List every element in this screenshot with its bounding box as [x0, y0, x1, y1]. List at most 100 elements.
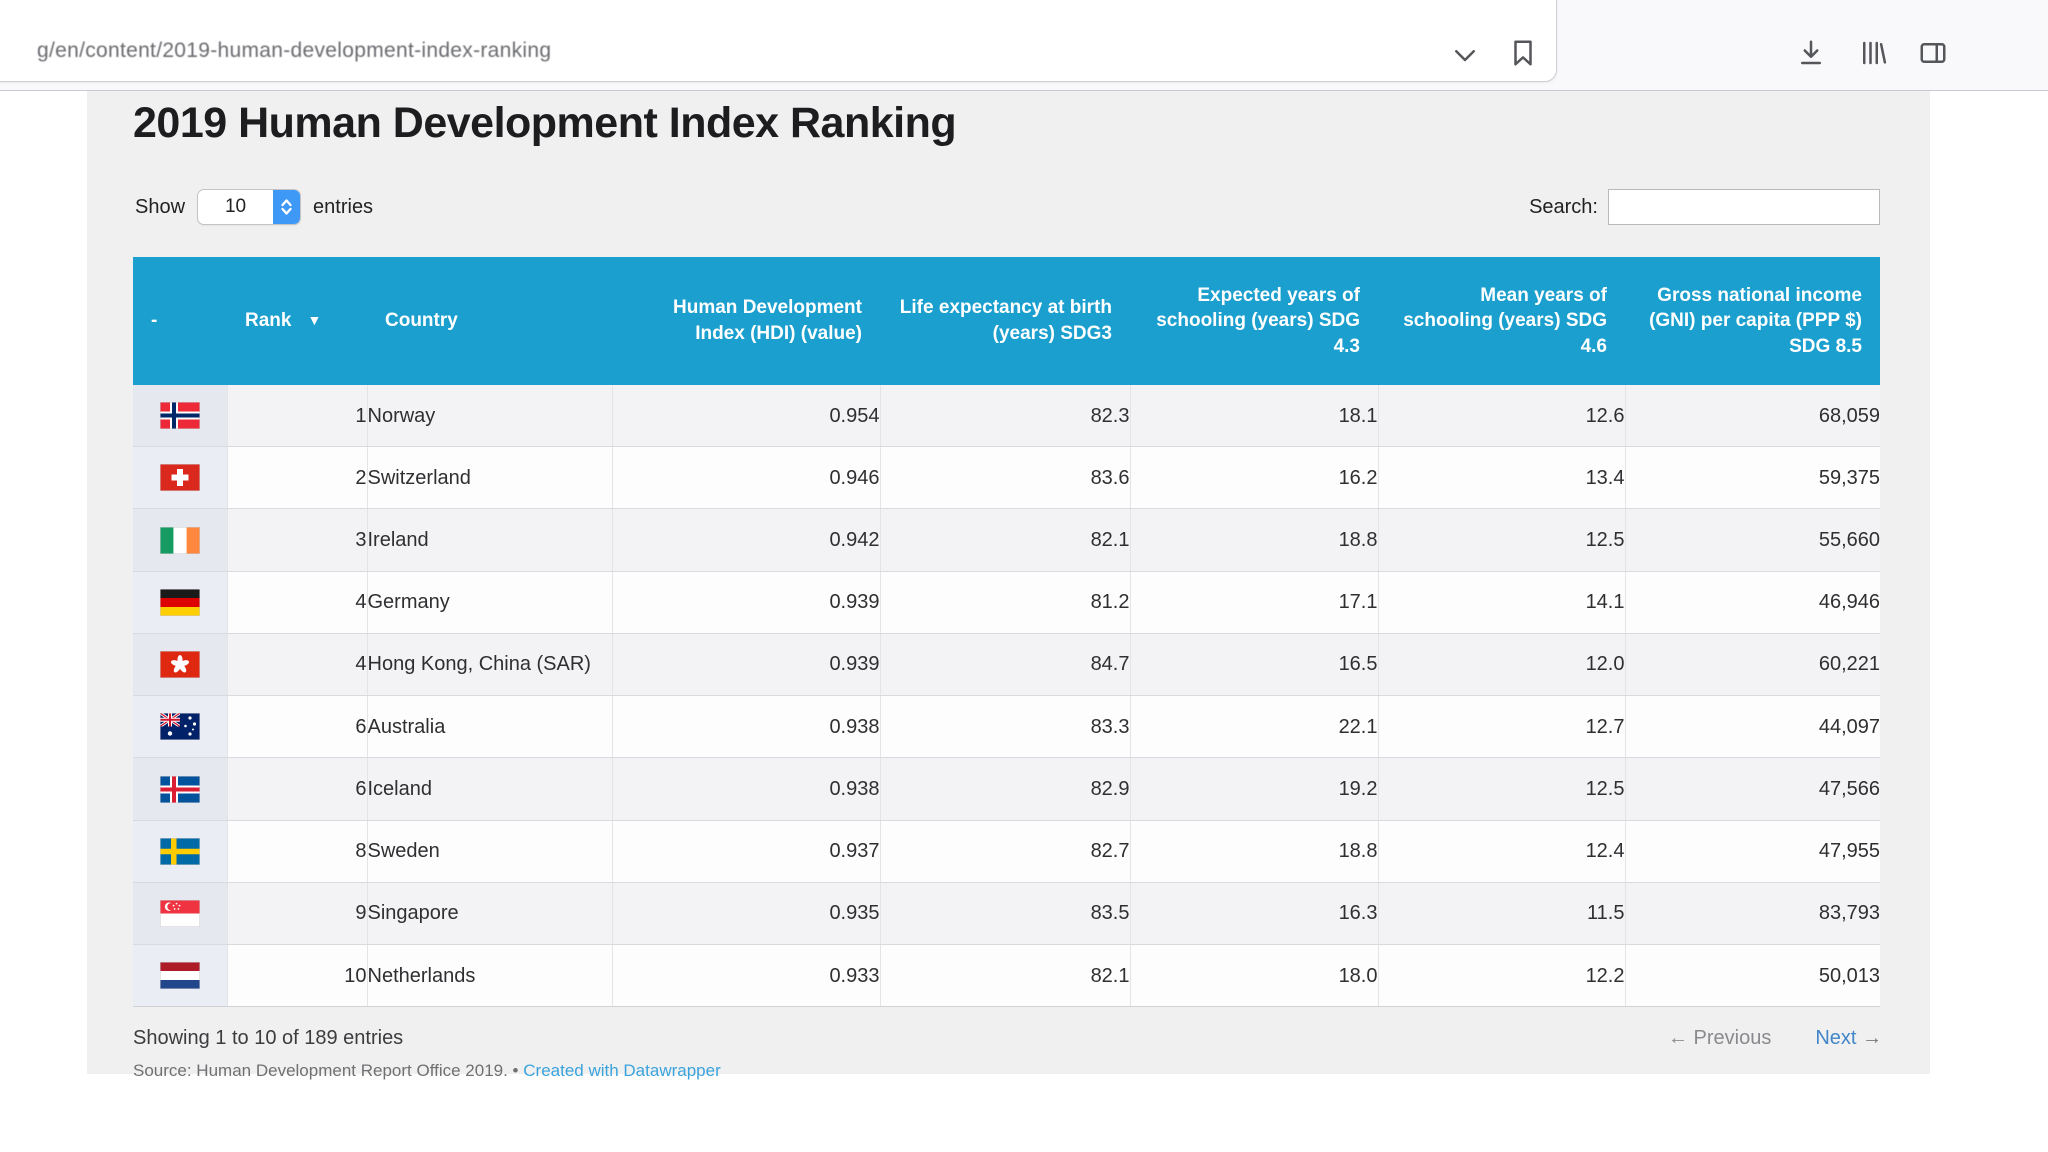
- cell-mean: 12.7: [1377, 695, 1625, 759]
- cell-country: Australia: [366, 695, 612, 759]
- cell-gni: 60,221: [1624, 633, 1880, 697]
- cell-flag: [133, 446, 227, 510]
- library-icon[interactable]: [1858, 38, 1888, 68]
- source-line: Source: Human Development Report Office …: [133, 1061, 721, 1081]
- cell-life: 82.1: [879, 508, 1130, 572]
- cell-gni: 50,013: [1624, 944, 1880, 1008]
- flag-ireland-icon: [159, 526, 200, 554]
- cell-rank: 1: [226, 385, 367, 448]
- cell-country: Switzerland: [366, 446, 612, 510]
- cell-expected: 18.1: [1129, 385, 1378, 448]
- datawrapper-link[interactable]: Created with Datawrapper: [523, 1061, 721, 1080]
- flag-australia-icon: [159, 713, 200, 741]
- cell-mean: 12.6: [1377, 385, 1625, 448]
- cell-expected: 17.1: [1129, 571, 1378, 634]
- column-header-label: -: [151, 310, 158, 332]
- pagination: ← Previous Next →: [1668, 1027, 1882, 1050]
- previous-button[interactable]: ← Previous: [1667, 1027, 1772, 1049]
- cell-hdi: 0.933: [611, 944, 880, 1008]
- cell-life: 82.3: [879, 385, 1130, 448]
- cell-life: 82.1: [879, 944, 1130, 1008]
- show-label: Show: [135, 195, 186, 218]
- cell-rank: 4: [226, 571, 367, 634]
- cell-hdi: 0.939: [611, 633, 880, 697]
- cell-expected: 18.8: [1129, 508, 1378, 572]
- select-stepper-icon: [273, 190, 301, 224]
- table-row: 1 Norway 0.954 82.3 18.1 12.6 68,059: [133, 385, 1880, 448]
- column-header-flag[interactable]: -: [133, 257, 227, 385]
- cell-gni: 55,660: [1624, 508, 1880, 572]
- entries-label: entries: [313, 195, 374, 218]
- search-label: Search:: [1529, 195, 1598, 218]
- column-header-gni[interactable]: Gross national income (GNI) per capita (…: [1625, 257, 1880, 385]
- cell-rank: 10: [226, 944, 367, 1008]
- cell-expected: 16.5: [1129, 633, 1378, 697]
- cell-gni: 68,059: [1624, 385, 1880, 448]
- cell-life: 81.2: [879, 571, 1130, 634]
- column-header-label: Life expectancy at birth (years) SDG3: [899, 297, 1112, 344]
- cell-rank: 6: [226, 757, 367, 821]
- cell-mean: 11.5: [1377, 882, 1625, 945]
- entries-select[interactable]: 10: [197, 189, 302, 225]
- flag-singapore-icon: [159, 899, 200, 927]
- cell-life: 82.9: [879, 757, 1130, 821]
- table-header-row: - Rank ▼ Country Human Development Index (HD…: [133, 257, 1880, 385]
- next-button[interactable]: Next →: [1815, 1027, 1882, 1049]
- cell-expected: 18.0: [1129, 944, 1378, 1008]
- column-header-rank[interactable]: Rank ▼: [227, 257, 367, 385]
- table-row: 8 Sweden 0.937 82.7 18.8 12.4 47,955: [133, 820, 1880, 883]
- cell-flag: [133, 571, 227, 634]
- column-header-mean[interactable]: Mean years of schooling (years) SDG 4.6: [1378, 257, 1625, 385]
- table-row: 9 Singapore 0.935 83.5 16.3 11.5 83,793: [133, 882, 1880, 945]
- cell-flag: [133, 757, 227, 821]
- column-header-life[interactable]: Life expectancy at birth (years) SDG3: [880, 257, 1130, 385]
- cell-expected: 19.2: [1129, 757, 1378, 821]
- cell-flag: [133, 944, 227, 1008]
- cell-country: Ireland: [366, 508, 612, 572]
- sidebar-icon[interactable]: [1918, 38, 1948, 68]
- cell-gni: 47,955: [1624, 820, 1880, 883]
- cell-flag: [133, 385, 227, 448]
- cell-hdi: 0.946: [611, 446, 880, 510]
- address-bar[interactable]: g/en/content/2019-human-development-inde…: [0, 0, 1557, 82]
- column-header-label: Country: [385, 310, 458, 332]
- column-header-country[interactable]: Country: [367, 257, 612, 385]
- cell-country: Sweden: [366, 820, 612, 883]
- table-row: 6 Iceland 0.938 82.9 19.2 12.5 47,566: [133, 757, 1880, 821]
- table-info: Showing 1 to 10 of 189 entries: [133, 1027, 404, 1049]
- cell-expected: 22.1: [1129, 695, 1378, 759]
- column-header-label: Rank: [245, 310, 292, 332]
- cell-flag: [133, 633, 227, 697]
- table-row: 2 Switzerland 0.946 83.6 16.2 13.4 59,375: [133, 446, 1880, 510]
- cell-life: 83.5: [879, 882, 1130, 945]
- download-icon[interactable]: [1796, 38, 1826, 68]
- cell-life: 84.7: [879, 633, 1130, 697]
- entries-select-value: 10: [224, 196, 247, 217]
- flag-iceland-icon: [159, 775, 200, 803]
- column-header-label: Mean years of schooling (years) SDG 4.6: [1403, 284, 1607, 357]
- chevron-down-icon[interactable]: [1450, 40, 1480, 70]
- column-header-label: Human Development Index (HDI) (value): [673, 297, 862, 344]
- cell-gni: 44,097: [1624, 695, 1880, 759]
- cell-rank: 6: [226, 695, 367, 759]
- flag-switzerland-icon: [159, 464, 200, 492]
- cell-flag: [133, 882, 227, 945]
- cell-flag: [133, 695, 227, 759]
- cell-country: Hong Kong, China (SAR): [366, 633, 612, 697]
- table-body: 1 Norway 0.954 82.3 18.1 12.6 68,059 2 Switzerla…: [133, 385, 1880, 1008]
- cell-gni: 46,946: [1624, 571, 1880, 634]
- cell-gni: 47,566: [1624, 757, 1880, 821]
- column-header-hdi[interactable]: Human Development Index (HDI) (value): [612, 257, 880, 385]
- table-row: 4 Hong Kong, China (SAR) 0.939 84.7 16.5 12.0…: [133, 633, 1880, 697]
- page-title: 2019 Human Development Index Ranking: [133, 99, 957, 147]
- cell-hdi: 0.942: [611, 508, 880, 572]
- cell-mean: 13.4: [1377, 446, 1625, 510]
- address-url[interactable]: g/en/content/2019-human-development-inde…: [37, 39, 552, 62]
- flag-norway-icon: [159, 402, 200, 430]
- column-header-expected[interactable]: Expected years of schooling (years) SDG …: [1130, 257, 1378, 385]
- bookmark-icon[interactable]: [1508, 38, 1538, 68]
- table-row: 6 Australia 0.938 83.3 22.1 12.7 44,097: [133, 695, 1880, 759]
- entries-control: Show 10 entries: [135, 187, 373, 227]
- cell-hdi: 0.954: [611, 385, 880, 448]
- search-input[interactable]: [1608, 189, 1880, 225]
